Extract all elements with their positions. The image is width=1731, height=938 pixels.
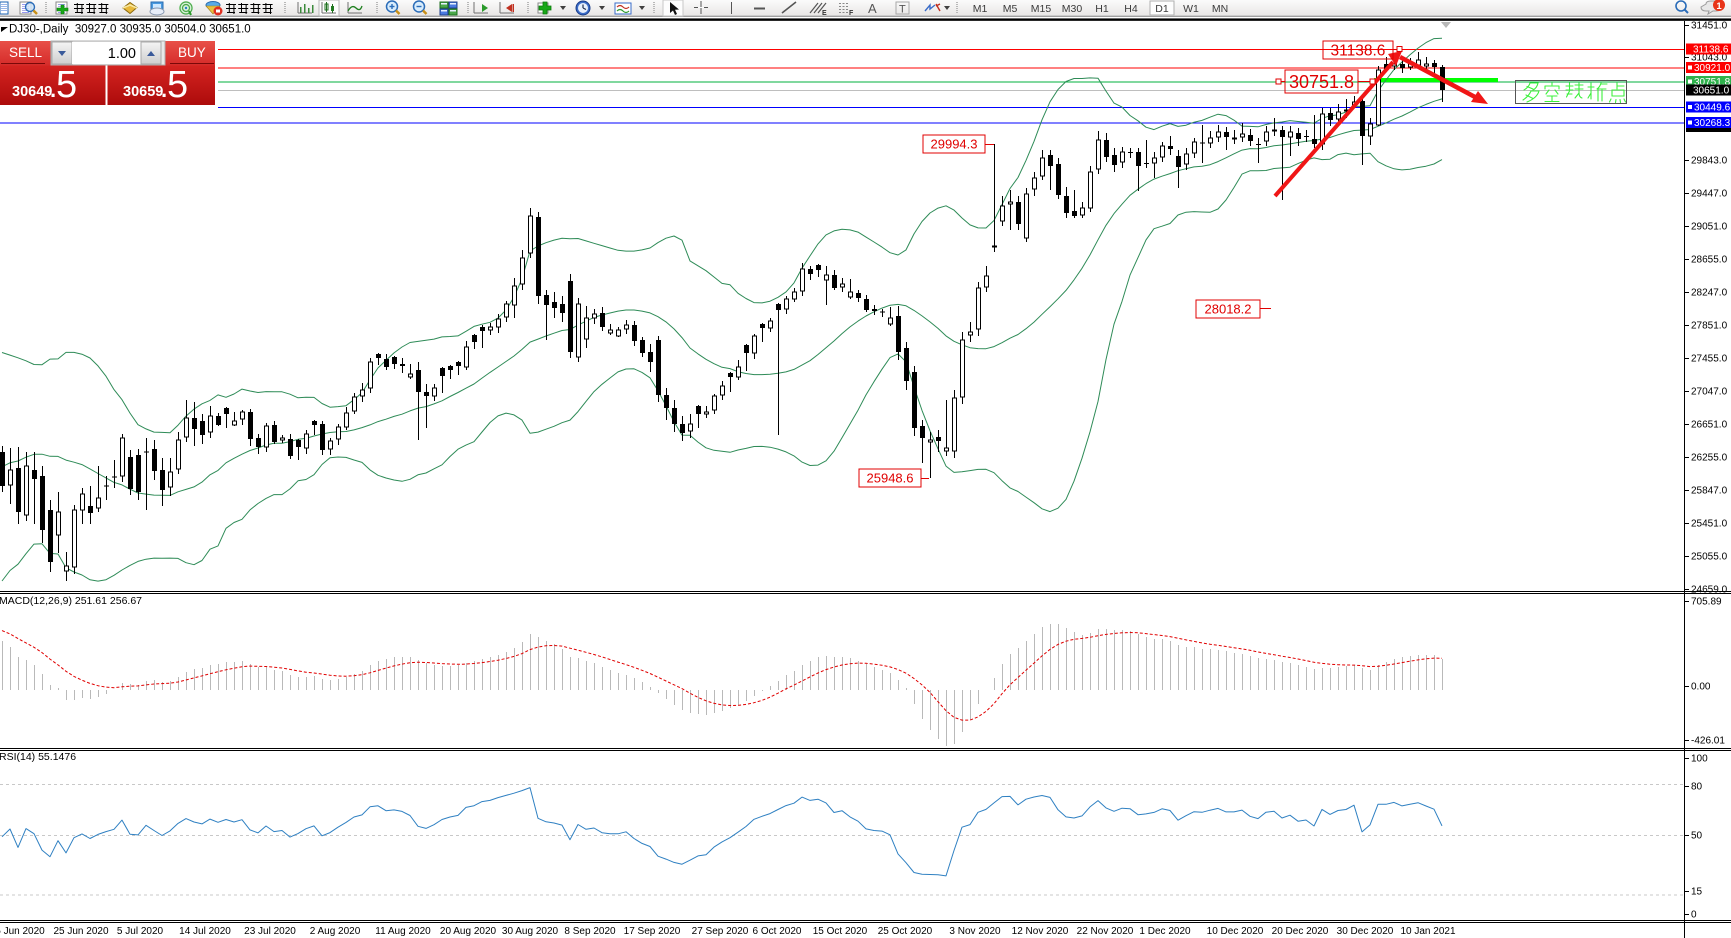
svg-text:3 Nov 2020: 3 Nov 2020	[949, 926, 1001, 937]
svg-text:17 Sep 2020: 17 Sep 2020	[624, 926, 681, 937]
svg-text:5 Jul 2020: 5 Jul 2020	[117, 926, 164, 937]
svg-text:0: 0	[1691, 910, 1697, 921]
svg-text:29447.0: 29447.0	[1691, 189, 1728, 200]
svg-text:31138.6: 31138.6	[1693, 45, 1729, 56]
svg-text:-426.01: -426.01	[1691, 736, 1725, 747]
svg-text:10 Dec 2020: 10 Dec 2020	[1207, 926, 1264, 937]
svg-text:31138.6: 31138.6	[1331, 43, 1386, 60]
svg-text:DJ30-,Daily 30927.0 30935.0 3: DJ30-,Daily 30927.0 30935.0 30504.0 3065…	[9, 24, 251, 36]
svg-text:25948.6: 25948.6	[867, 471, 914, 486]
svg-text:D1: D1	[1155, 3, 1169, 15]
svg-text:30268.3: 30268.3	[1694, 118, 1731, 129]
svg-text:BUY: BUY	[178, 45, 206, 60]
svg-text:30921.0: 30921.0	[1694, 63, 1731, 74]
svg-text:20 Aug 2020: 20 Aug 2020	[440, 926, 497, 937]
svg-text:26651.0: 26651.0	[1691, 420, 1728, 431]
svg-text:.: .	[50, 77, 56, 102]
svg-text:30751.8: 30751.8	[1289, 72, 1354, 92]
svg-text:8 Sep 2020: 8 Sep 2020	[564, 926, 616, 937]
svg-text:1: 1	[1716, 1, 1722, 12]
svg-text:A: A	[868, 1, 877, 16]
svg-text:28655.0: 28655.0	[1691, 255, 1728, 266]
svg-text:31451.0: 31451.0	[1691, 21, 1728, 32]
svg-text:30649: 30649	[12, 84, 52, 100]
svg-text:28247.0: 28247.0	[1691, 288, 1728, 299]
svg-text:26255.0: 26255.0	[1691, 453, 1728, 464]
svg-text:W1: W1	[1183, 3, 1199, 15]
svg-text:E: E	[822, 10, 827, 17]
svg-text:MACD(12,26,9) 251.61 256.67: MACD(12,26,9) 251.61 256.67	[0, 595, 142, 607]
svg-text:M5: M5	[1003, 3, 1018, 15]
svg-text:24659.0: 24659.0	[1691, 585, 1728, 596]
svg-text:27047.0: 27047.0	[1691, 387, 1728, 398]
svg-text:15 Oct 2020: 15 Oct 2020	[813, 926, 868, 937]
svg-text:30449.6: 30449.6	[1694, 103, 1731, 114]
svg-text:30 Aug 2020: 30 Aug 2020	[502, 926, 559, 937]
svg-text:2 Aug 2020: 2 Aug 2020	[310, 926, 361, 937]
svg-text:15: 15	[1691, 887, 1703, 898]
svg-text:20 Dec 2020: 20 Dec 2020	[1272, 926, 1329, 937]
svg-text:M1: M1	[973, 3, 988, 15]
svg-text:H1: H1	[1095, 3, 1109, 15]
svg-text:1 Dec 2020: 1 Dec 2020	[1139, 926, 1191, 937]
svg-text:29994.3: 29994.3	[931, 137, 978, 152]
svg-text:29843.0: 29843.0	[1691, 156, 1728, 167]
svg-text:27455.0: 27455.0	[1691, 354, 1728, 365]
svg-text:10 Jan 2021: 10 Jan 2021	[1400, 926, 1455, 937]
svg-text:80: 80	[1691, 782, 1703, 793]
svg-text:MN: MN	[1212, 3, 1228, 15]
svg-text:30651.0: 30651.0	[1693, 86, 1730, 97]
svg-text:.: .	[161, 77, 167, 102]
svg-text:M30: M30	[1062, 3, 1083, 15]
svg-text:12 Nov 2020: 12 Nov 2020	[1012, 926, 1069, 937]
svg-text:F: F	[849, 10, 854, 17]
svg-text:50: 50	[1691, 831, 1703, 842]
svg-text:25 Oct 2020: 25 Oct 2020	[878, 926, 933, 937]
svg-text:H4: H4	[1124, 3, 1138, 15]
svg-text:T: T	[899, 4, 906, 16]
svg-text:11 Aug 2020: 11 Aug 2020	[375, 926, 431, 937]
svg-text:27 Sep 2020: 27 Sep 2020	[692, 926, 749, 937]
svg-text:5 Jun 2020: 5 Jun 2020	[0, 926, 45, 937]
svg-text:25055.0: 25055.0	[1691, 552, 1728, 563]
svg-text:25 Jun 2020: 25 Jun 2020	[53, 926, 108, 937]
svg-text:5: 5	[56, 64, 77, 106]
svg-text:22 Nov 2020: 22 Nov 2020	[1077, 926, 1134, 937]
svg-text:30659: 30659	[123, 84, 163, 100]
svg-text:27851.0: 27851.0	[1691, 321, 1728, 332]
svg-text:0.00: 0.00	[1691, 682, 1711, 693]
svg-text:29051.0: 29051.0	[1691, 222, 1728, 233]
svg-text:28018.2: 28018.2	[1205, 302, 1252, 317]
svg-text:14 Jul 2020: 14 Jul 2020	[179, 926, 231, 937]
svg-text:100: 100	[1691, 754, 1708, 765]
svg-text:M15: M15	[1031, 3, 1052, 15]
svg-text:6 Oct 2020: 6 Oct 2020	[753, 926, 802, 937]
svg-text:25451.0: 25451.0	[1691, 519, 1728, 530]
svg-text:23 Jul 2020: 23 Jul 2020	[244, 926, 296, 937]
svg-text:30751.8: 30751.8	[1694, 77, 1731, 88]
svg-text:705.89: 705.89	[1691, 597, 1722, 608]
svg-text:31043.0: 31043.0	[1691, 53, 1728, 64]
svg-text:1.00: 1.00	[108, 46, 136, 62]
svg-text:30 Dec 2020: 30 Dec 2020	[1337, 926, 1394, 937]
svg-text:5: 5	[167, 64, 188, 106]
svg-text:25847.0: 25847.0	[1691, 486, 1728, 497]
svg-text:RSI(14) 55.1476: RSI(14) 55.1476	[0, 751, 76, 763]
svg-text:SELL: SELL	[9, 45, 43, 60]
